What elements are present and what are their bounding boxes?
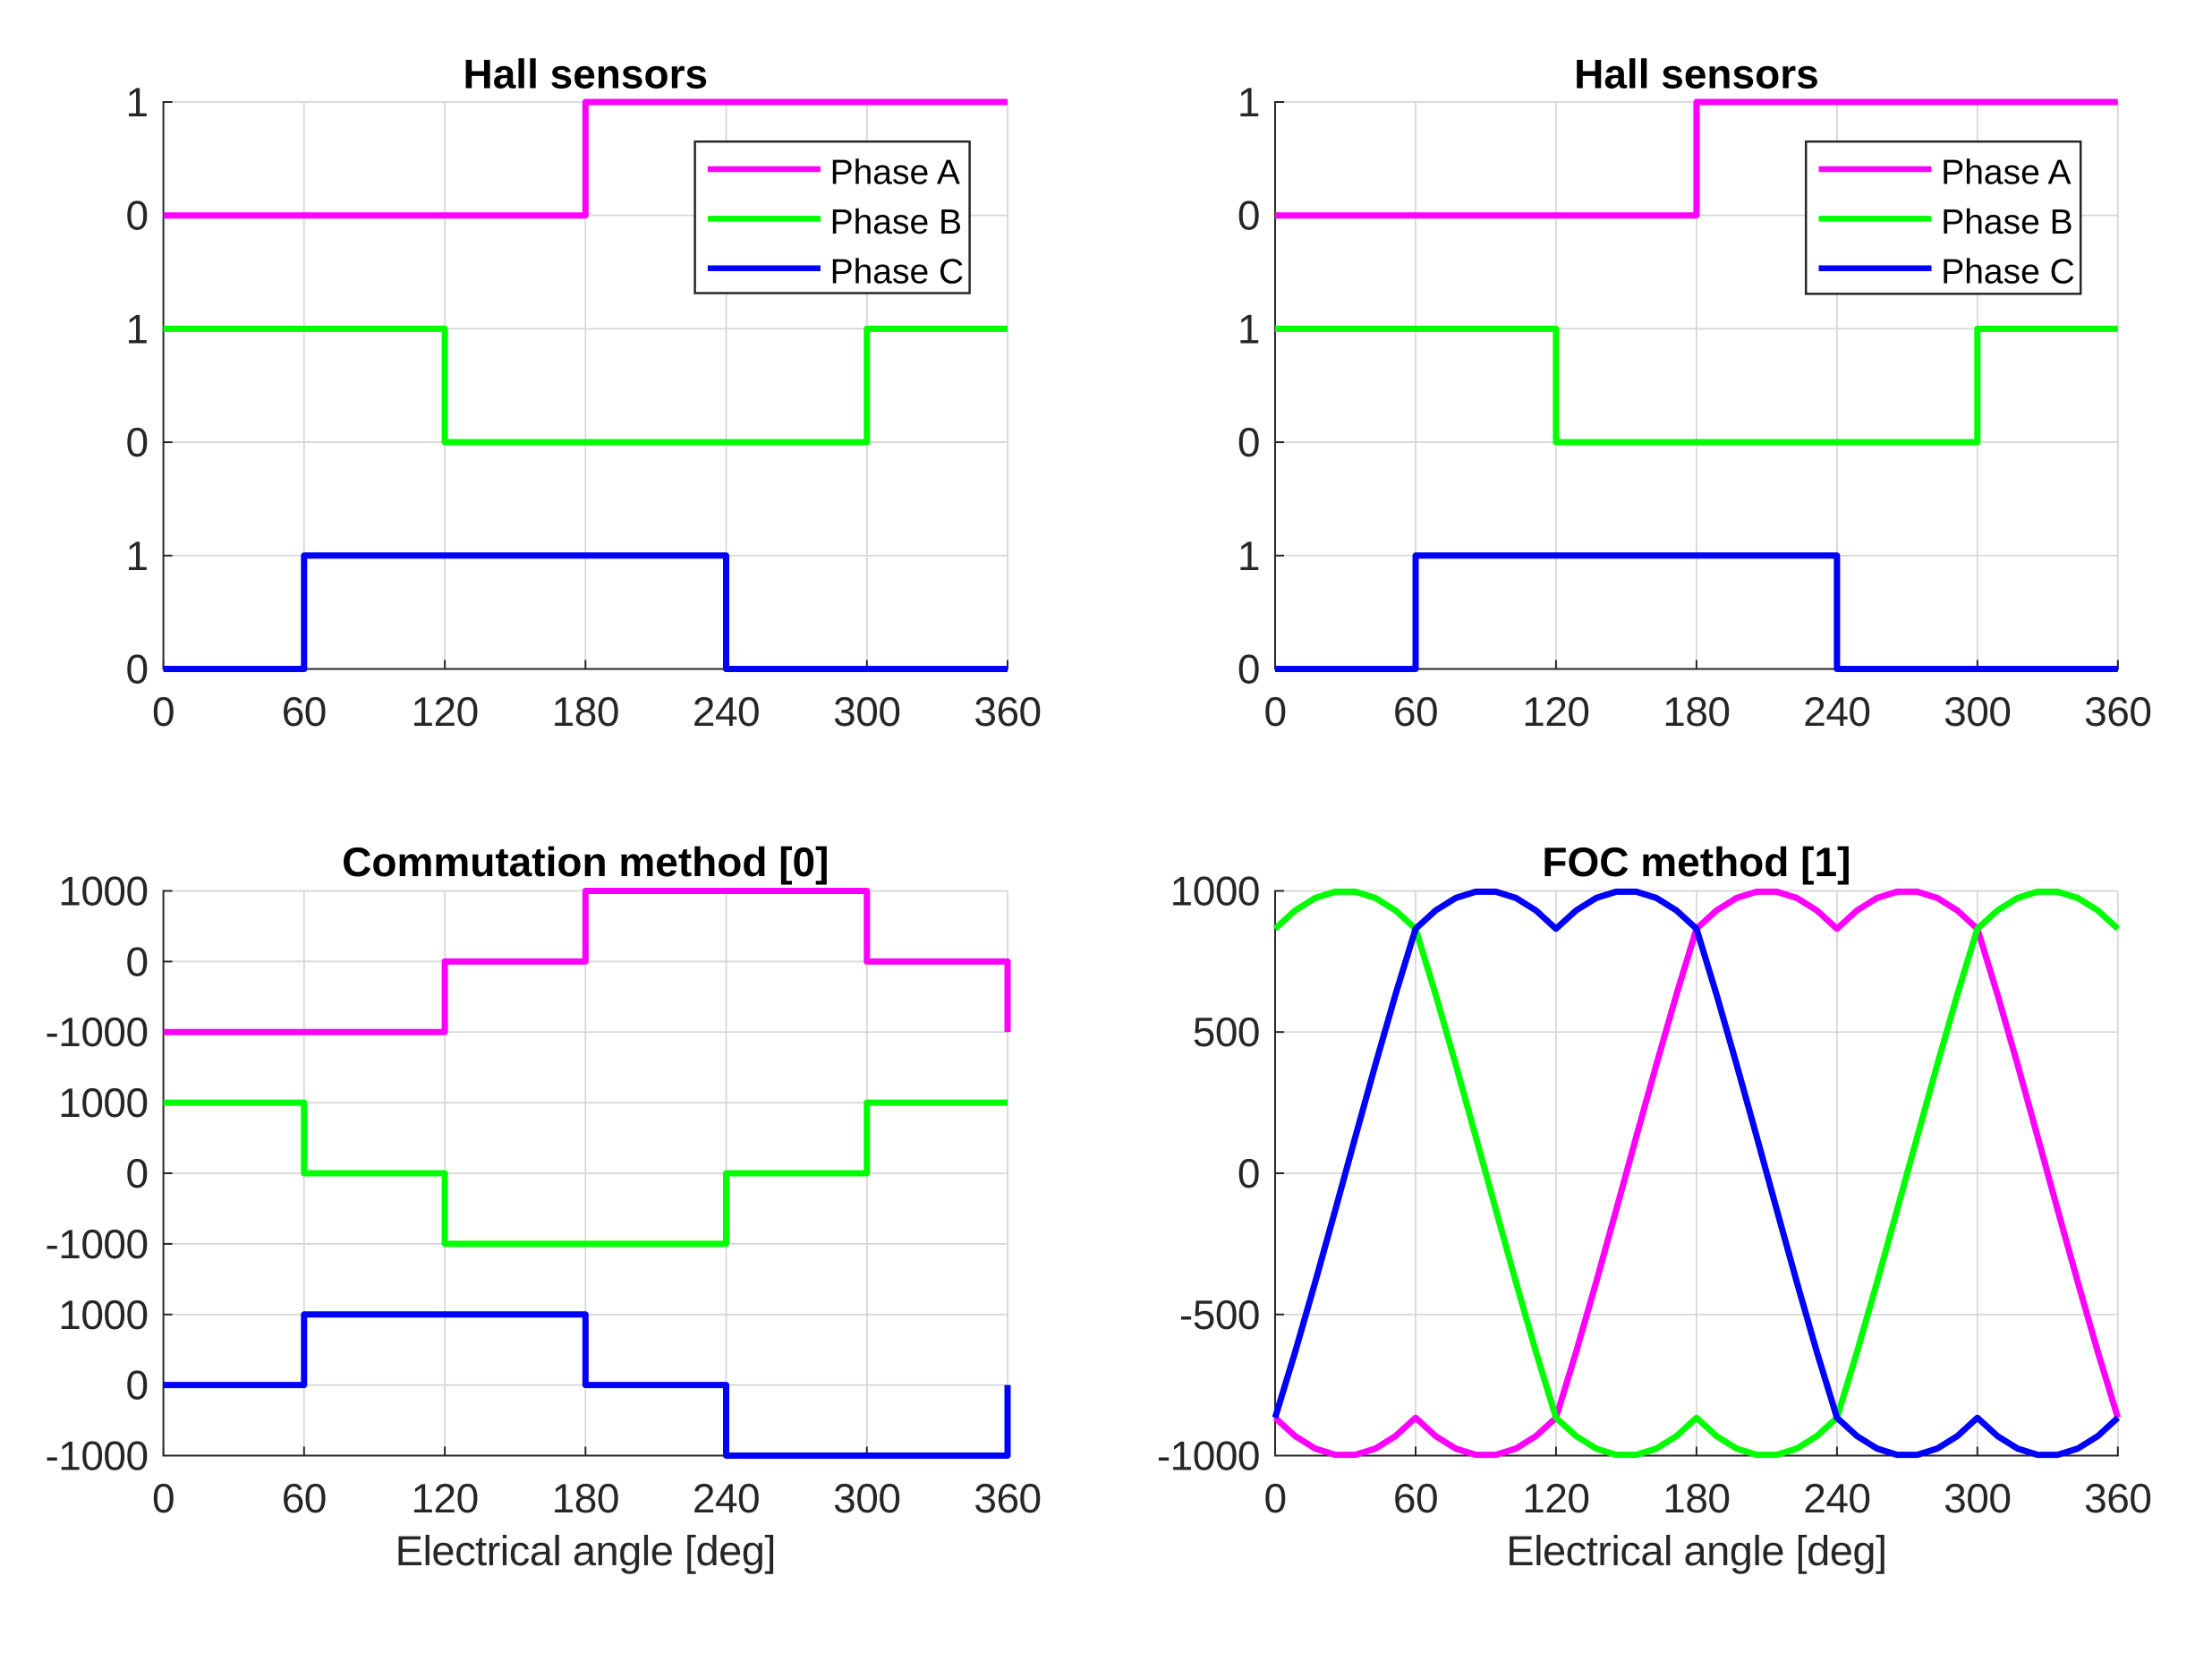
svg-text:1: 1 [1238,79,1260,125]
svg-text:500: 500 [1193,1009,1260,1055]
svg-text:0: 0 [126,419,149,465]
svg-text:180: 180 [1663,1475,1730,1521]
svg-text:-500: -500 [1179,1291,1260,1338]
svg-text:0: 0 [152,688,174,735]
svg-text:1000: 1000 [1170,868,1260,915]
svg-text:360: 360 [2084,1475,2151,1521]
svg-text:1: 1 [126,79,149,125]
svg-text:1: 1 [126,532,149,579]
svg-text:300: 300 [1944,688,2011,735]
svg-text:120: 120 [411,1475,478,1521]
svg-text:1000: 1000 [58,868,148,915]
svg-text:180: 180 [1663,688,1730,735]
svg-text:180: 180 [552,688,619,735]
svg-text:360: 360 [2084,688,2151,735]
svg-text:0: 0 [126,1362,149,1409]
svg-text:120: 120 [1522,688,1589,735]
svg-text:Electrical angle [deg]: Electrical angle [deg] [1506,1527,1886,1574]
svg-text:0: 0 [1263,1475,1286,1521]
svg-text:300: 300 [1944,1475,2011,1521]
svg-text:0: 0 [1238,192,1260,239]
svg-text:Phase C: Phase C [1941,253,2075,292]
svg-text:300: 300 [833,1475,900,1521]
svg-text:240: 240 [693,688,760,735]
svg-text:0: 0 [1238,1150,1260,1197]
svg-text:240: 240 [693,1475,760,1521]
svg-text:0: 0 [1263,688,1286,735]
svg-text:360: 360 [974,688,1041,735]
svg-text:60: 60 [1393,688,1438,735]
svg-text:180: 180 [552,1475,619,1521]
svg-text:300: 300 [833,688,900,735]
svg-text:0: 0 [126,1150,149,1197]
svg-text:Phase B: Phase B [830,203,962,242]
svg-text:-1000: -1000 [1157,1433,1260,1479]
svg-text:1: 1 [126,305,149,352]
svg-text:240: 240 [1803,1475,1870,1521]
svg-text:Hall sensors: Hall sensors [464,51,709,98]
svg-text:1000: 1000 [58,1079,148,1126]
svg-text:60: 60 [1393,1475,1438,1521]
svg-text:0: 0 [126,192,149,239]
svg-text:1: 1 [1238,305,1260,352]
svg-text:120: 120 [1522,1475,1589,1521]
svg-text:-1000: -1000 [45,1009,148,1055]
svg-text:1000: 1000 [58,1291,148,1338]
svg-text:240: 240 [1803,688,1870,735]
svg-text:60: 60 [282,688,327,735]
svg-text:0: 0 [1238,419,1260,465]
svg-text:Commutation method [0]: Commutation method [0] [342,839,829,885]
svg-text:Phase C: Phase C [830,253,965,292]
svg-text:0: 0 [1238,646,1260,693]
svg-text:FOC method [1]: FOC method [1] [1542,839,1850,885]
svg-text:Phase A: Phase A [1941,154,2071,192]
svg-text:-1000: -1000 [45,1221,148,1267]
svg-text:Phase A: Phase A [830,154,960,192]
svg-text:Hall sensors: Hall sensors [1574,51,1819,98]
svg-text:120: 120 [411,688,478,735]
svg-text:0: 0 [152,1475,174,1521]
svg-text:360: 360 [974,1475,1041,1521]
svg-text:60: 60 [282,1475,327,1521]
svg-text:0: 0 [126,646,149,693]
svg-text:1: 1 [1238,532,1260,579]
svg-text:0: 0 [126,938,149,984]
svg-text:-1000: -1000 [45,1433,148,1479]
svg-text:Phase B: Phase B [1941,203,2072,242]
svg-text:Electrical angle [deg]: Electrical angle [deg] [396,1527,776,1574]
